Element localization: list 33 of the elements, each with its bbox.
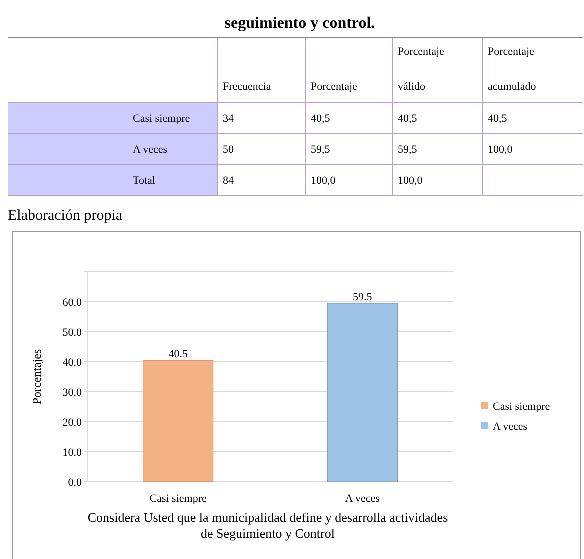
- y-tick-label: 0.0: [68, 477, 82, 489]
- y-axis-title: Porcentajes: [30, 349, 44, 405]
- y-tick-label: 10.0: [62, 447, 82, 459]
- text: A veces: [133, 144, 168, 156]
- text: 34: [223, 113, 234, 125]
- text: 100,0: [311, 175, 336, 187]
- y-tick-label: 50.0: [62, 327, 82, 339]
- text: Porcentaje válido: [398, 46, 444, 93]
- text: seguimiento y control.: [224, 15, 376, 32]
- y-tick-label: 30.0: [62, 387, 82, 399]
- text: 100,0: [488, 144, 514, 156]
- text: Porcentaje acumulado: [488, 46, 536, 93]
- text: 50: [223, 144, 234, 156]
- text: 59,5: [398, 144, 418, 156]
- legend-label: Casi siempre: [493, 401, 550, 413]
- y-tick-label: 60.0: [62, 297, 82, 309]
- text: 84: [223, 175, 234, 187]
- text: 59,5: [311, 144, 331, 156]
- text: Total: [133, 175, 156, 187]
- data-label: 59.5: [353, 292, 373, 304]
- text: 40,5: [311, 113, 331, 125]
- y-tick-label: 20.0: [62, 417, 82, 429]
- text: Porcentaje: [311, 81, 358, 93]
- y-tick-label: 40.0: [62, 357, 82, 369]
- text: 100,0: [398, 175, 424, 187]
- text: 40,5: [488, 113, 508, 125]
- x-axis-title: Considera Usted que la municipalidad define y desarrolla actividades de Seguimiento y Control: [88, 510, 448, 541]
- text: Elaboración propia: [8, 208, 123, 224]
- legend-label: A veces: [493, 421, 528, 433]
- text: 40,5: [398, 113, 418, 125]
- data-label: 40.5: [168, 348, 188, 360]
- text: Frecuencia: [223, 81, 272, 93]
- text: Casi siempre: [133, 113, 190, 125]
